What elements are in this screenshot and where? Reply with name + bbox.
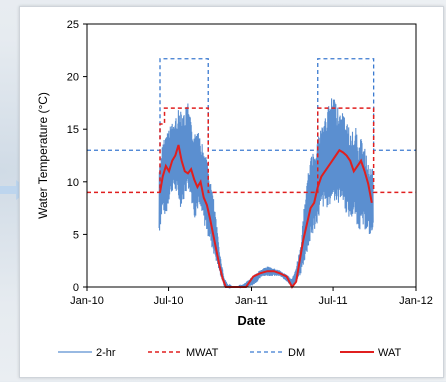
- x-tick-label: Jan-11: [235, 295, 268, 307]
- y-tick-label: 10: [67, 177, 79, 189]
- y-tick-label: 0: [73, 282, 79, 294]
- series-dm-line: [87, 58, 416, 151]
- x-tick-label: Jul-11: [318, 295, 347, 307]
- series-mwat-line: [87, 107, 416, 194]
- x-tick-label: Jul-10: [154, 295, 184, 307]
- legend-label-wat: WAT: [378, 347, 401, 359]
- x-tick-label: Jan-10: [70, 295, 104, 307]
- series-2hr-line: [158, 98, 374, 289]
- plot-frame: [86, 23, 417, 288]
- y-tick-label: 20: [67, 72, 79, 84]
- line-chart: 0 5 10 15 20 25 Jan-10 Jul-10 Jan-11 Jul-11 Jan-12…: [36, 19, 433, 359]
- y-tick-label: 5: [73, 229, 79, 241]
- legend-label-mwat: MWAT: [186, 347, 219, 359]
- plot-area: [87, 58, 416, 289]
- legend-label-2hr: 2-hr: [96, 347, 116, 359]
- x-tick-label: Jan-12: [399, 295, 433, 307]
- axes: 0 5 10 15 20 25 Jan-10 Jul-10 Jan-11 Jul-11 Jan-12: [67, 19, 433, 307]
- y-axis-label: Water Temperature (°C): [36, 92, 50, 219]
- series-wat-line: [159, 144, 373, 289]
- y-tick-label: 25: [67, 19, 79, 31]
- legend-label-dm: DM: [288, 347, 305, 359]
- y-tick-label: 15: [67, 124, 79, 136]
- legend: 2-hr MWAT DM WAT: [58, 347, 401, 359]
- x-axis-label: Date: [237, 313, 265, 328]
- chart-panel: 0 5 10 15 20 25 Jan-10 Jul-10 Jan-11 Jul-11 Jan-12…: [19, 6, 444, 378]
